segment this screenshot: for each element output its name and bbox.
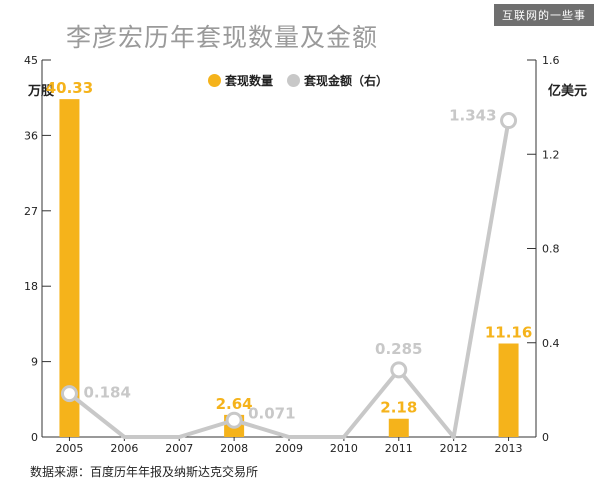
legend-label-line: 套现金额（右）: [304, 74, 389, 88]
bar-data-label: 2.64: [216, 395, 253, 413]
legend-item-line: 套现金额（右）: [287, 72, 388, 89]
legend-item-bar: 套现数量: [208, 72, 273, 89]
right-tick-label: 0.4: [542, 337, 560, 350]
right-tick-label: 1.2: [542, 148, 560, 161]
legend-label-bar: 套现数量: [225, 74, 274, 88]
left-tick-label: 0: [31, 431, 38, 444]
x-tick-label: 2012: [440, 442, 468, 455]
bar-data-label: 2.18: [380, 399, 417, 417]
left-tick-label: 45: [24, 54, 38, 67]
left-axis-unit: 万股: [28, 84, 55, 99]
x-tick-label: 2009: [275, 442, 303, 455]
right-tick-label: 0: [542, 431, 549, 444]
bar-data-label: 40.33: [46, 79, 93, 97]
line-point: [500, 112, 518, 130]
right-tick-label: 0.8: [542, 243, 560, 256]
line-point: [60, 385, 78, 403]
line-data-label: 0.071: [248, 404, 295, 422]
watermark-badge: 互联网的一些事: [494, 4, 594, 26]
left-tick-label: 18: [24, 280, 38, 293]
bar: [59, 99, 80, 438]
bar: [388, 418, 409, 437]
line-data-label: 1.343: [449, 107, 496, 125]
x-tick-label: 2011: [385, 442, 413, 455]
line-data-label: 0.184: [83, 384, 130, 402]
right-axis-unit: 亿美元: [548, 84, 588, 99]
bar-data-label: 11.16: [485, 324, 532, 342]
x-tick-label: 2007: [165, 442, 193, 455]
legend: 套现数量 套现金额（右）: [208, 72, 402, 89]
x-tick-label: 2013: [495, 442, 523, 455]
line-data-label: 0.285: [375, 340, 422, 358]
left-tick-label: 27: [24, 205, 38, 218]
x-tick-label: 2008: [220, 442, 248, 455]
chart-title: 李彦宏历年套现数量及金额: [66, 23, 379, 52]
line-point: [390, 361, 408, 379]
left-tick-label: 36: [24, 129, 38, 142]
left-tick-label: 9: [31, 356, 38, 369]
right-tick-label: 1.6: [542, 54, 560, 67]
x-tick-label: 2006: [110, 442, 138, 455]
x-tick-label: 2010: [330, 442, 358, 455]
legend-swatch-bar: [208, 74, 221, 87]
bar: [498, 343, 519, 437]
line-point: [225, 411, 243, 429]
line-series: [68, 120, 511, 439]
x-tick-label: 2005: [55, 442, 83, 455]
data-source-note: 数据来源：百度历年年报及纳斯达克交易所: [30, 465, 259, 479]
legend-swatch-line: [287, 74, 301, 87]
